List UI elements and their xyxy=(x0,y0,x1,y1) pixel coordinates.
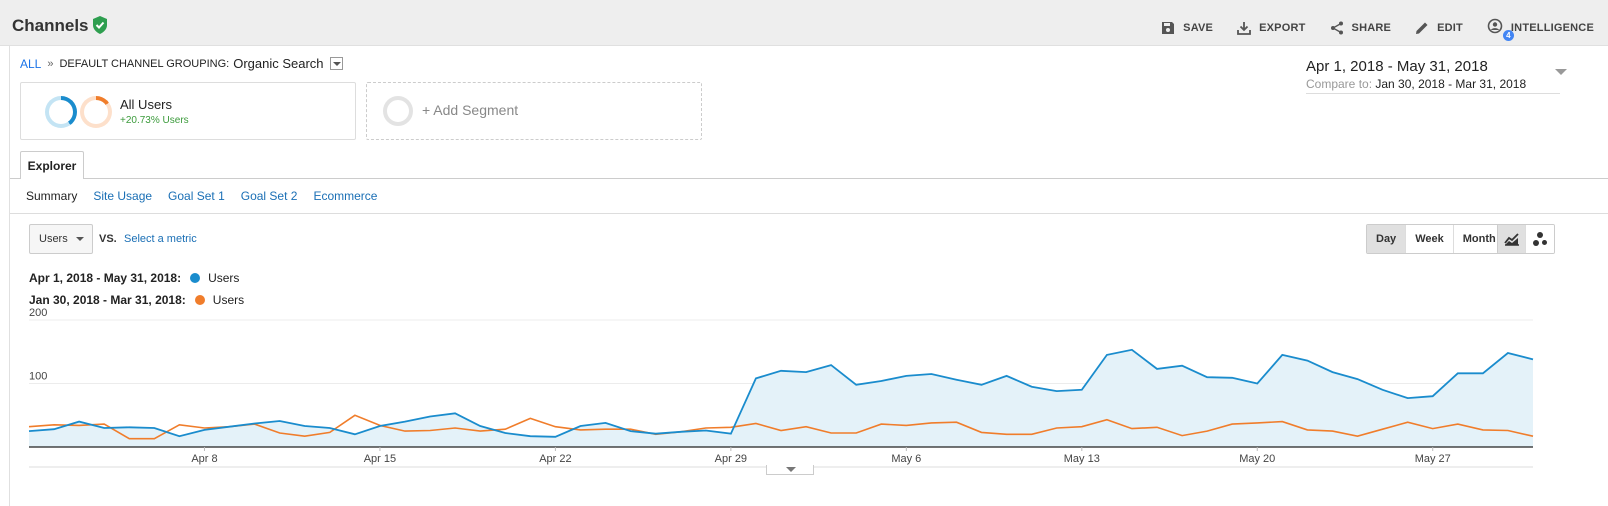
intelligence-button[interactable]: 4 INTELLIGENCE xyxy=(1487,18,1594,41)
edit-button[interactable]: EDIT xyxy=(1415,18,1463,37)
breadcrumb-all-link[interactable]: ALL xyxy=(20,56,42,71)
legend-compare: Jan 30, 2018 - Mar 31, 2018: Users xyxy=(29,293,244,307)
report-body: ALL » DEFAULT CHANNEL GROUPING: Organic … xyxy=(9,46,1608,506)
line-chart-icon xyxy=(1503,233,1519,246)
date-range-compare: Compare to: Jan 30, 2018 - Mar 31, 2018 xyxy=(1306,77,1560,91)
granularity-toggle: Day Week Month xyxy=(1366,224,1506,254)
tab-explorer[interactable]: Explorer xyxy=(20,151,84,179)
metric-select[interactable]: Users xyxy=(29,224,93,254)
x-tick-label: Apr 8 xyxy=(191,453,217,465)
bubble-chart-icon xyxy=(1533,232,1547,246)
chart-type-toggle xyxy=(1497,224,1555,254)
subtab-goal-set-1[interactable]: Goal Set 1 xyxy=(168,189,225,203)
add-segment-button[interactable]: + Add Segment xyxy=(366,82,702,140)
breadcrumb: ALL » DEFAULT CHANNEL GROUPING: Organic … xyxy=(20,56,343,71)
x-tick-label: May 27 xyxy=(1415,453,1451,465)
breadcrumb-separator: » xyxy=(47,57,54,70)
breadcrumb-dimension: DEFAULT CHANNEL GROUPING: xyxy=(59,57,230,70)
report-toolbar: SAVE EXPORT SHARE EDIT 4 INTELLIGENCE xyxy=(1137,18,1594,41)
segment-delta: +20.73% Users xyxy=(120,115,189,126)
intelligence-badge: 4 xyxy=(1502,30,1514,41)
compare-to-label: Compare to: xyxy=(1306,77,1373,91)
tab-divider xyxy=(10,178,1608,179)
share-button[interactable]: SHARE xyxy=(1330,18,1392,37)
y-tick-label: 100 xyxy=(29,371,47,383)
segment-card-all-users[interactable]: All Users +20.73% Users xyxy=(20,82,356,140)
pencil-icon xyxy=(1416,22,1428,34)
vs-label: VS. xyxy=(99,233,117,245)
legend-compare-dot xyxy=(194,295,205,305)
report-header: Channels SAVE EXPORT SHARE EDIT 4 INTELL… xyxy=(0,0,1608,46)
x-tick-label: Apr 15 xyxy=(364,453,396,465)
chevron-down-icon xyxy=(1555,69,1567,75)
series-compare-line xyxy=(28,414,1534,440)
users-line-chart: 100 200 Apr 8 Apr 15 Apr 22 Apr 29 May 6 May 13… xyxy=(28,307,1534,468)
compare-segment-ring-icon xyxy=(80,96,112,128)
add-segment-label: + Add Segment xyxy=(422,102,519,118)
segment-name: All Users xyxy=(120,97,173,112)
series-primary-line xyxy=(28,348,1534,438)
legend-primary-dot xyxy=(190,273,201,283)
users-segment-ring-icon xyxy=(45,96,77,128)
save-label: SAVE xyxy=(1183,21,1214,34)
motion-chart-button[interactable] xyxy=(1526,225,1554,253)
legend-primary-range: Apr 1, 2018 - May 31, 2018: xyxy=(29,271,182,285)
share-icon xyxy=(1330,21,1343,34)
download-icon xyxy=(1237,21,1252,35)
subtab-ecommerce[interactable]: Ecommerce xyxy=(313,189,378,203)
x-tick-label: Apr 22 xyxy=(539,453,571,465)
empty-segment-ring-icon xyxy=(383,96,413,126)
legend-compare-series: Users xyxy=(212,293,245,307)
compare-to-value: Jan 30, 2018 - Mar 31, 2018 xyxy=(1375,77,1527,91)
y-tick-label: 200 xyxy=(29,307,47,319)
verified-shield-icon xyxy=(93,16,107,34)
edit-label: EDIT xyxy=(1437,21,1463,34)
share-label: SHARE xyxy=(1351,21,1392,34)
granularity-month-button[interactable]: Month xyxy=(1452,225,1505,253)
save-icon xyxy=(1162,21,1175,34)
save-button[interactable]: SAVE xyxy=(1161,18,1213,37)
breadcrumb-dropdown[interactable] xyxy=(329,57,343,70)
x-tick-label: May 13 xyxy=(1064,453,1100,465)
date-range-picker[interactable]: Apr 1, 2018 - May 31, 2018 Compare to: J… xyxy=(1306,58,1567,94)
x-tick-label: May 20 xyxy=(1239,453,1275,465)
date-range-main: Apr 1, 2018 - May 31, 2018 xyxy=(1306,58,1488,75)
export-button[interactable]: EXPORT xyxy=(1237,18,1305,37)
breadcrumb-value: Organic Search xyxy=(233,56,324,71)
subtab-site-usage[interactable]: Site Usage xyxy=(93,189,153,203)
subtab-summary[interactable]: Summary xyxy=(26,189,78,203)
page-title: Channels xyxy=(12,16,89,35)
line-chart-button[interactable] xyxy=(1498,225,1526,253)
legend-primary: Apr 1, 2018 - May 31, 2018: Users xyxy=(29,271,239,285)
subtab-goal-set-2[interactable]: Goal Set 2 xyxy=(240,189,298,203)
granularity-week-button[interactable]: Week xyxy=(1405,225,1453,253)
select-metric-link[interactable]: Select a metric xyxy=(124,233,197,245)
explorer-subtabs: Summary Site Usage Goal Set 1 Goal Set 2… xyxy=(26,189,393,203)
legend-compare-range: Jan 30, 2018 - Mar 31, 2018: xyxy=(29,293,186,307)
subtab-divider xyxy=(10,213,1608,214)
export-label: EXPORT xyxy=(1259,21,1306,34)
intelligence-label: INTELLIGENCE xyxy=(1510,21,1594,34)
intelligence-icon xyxy=(1487,18,1503,34)
x-tick-label: Apr 29 xyxy=(715,453,747,465)
x-tick-label: May 6 xyxy=(891,453,921,465)
series-primary-area xyxy=(29,349,1533,447)
legend-primary-series: Users xyxy=(208,271,240,285)
intelligence-icon-wrap: 4 xyxy=(1487,18,1514,41)
chart-expand-handle[interactable] xyxy=(766,465,814,475)
granularity-day-button[interactable]: Day xyxy=(1367,225,1406,253)
